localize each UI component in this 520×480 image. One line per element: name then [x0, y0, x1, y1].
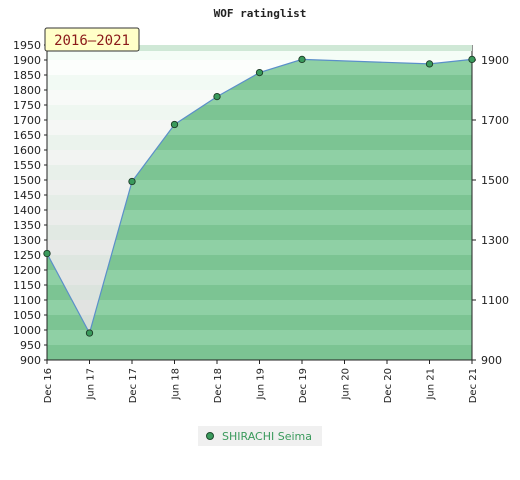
- area-band: [47, 165, 472, 180]
- y-left-tick-label: 1400: [13, 204, 41, 217]
- y-left-tick-label: 1450: [13, 189, 41, 202]
- area-band: [47, 270, 472, 285]
- area-band: [47, 300, 472, 315]
- y-left-tick-label: 1850: [13, 69, 41, 82]
- area-band: [47, 180, 472, 195]
- y-right-tick-label: 900: [481, 354, 502, 367]
- legend-box: [198, 426, 322, 446]
- legend-label: SHIRACHI Seima: [222, 430, 312, 443]
- y-axis-left-ticks: 900 950 1000 1050 1100 1150 1200 1250 1300 1350 14…: [13, 39, 47, 367]
- data-point: [255, 68, 264, 77]
- y-right-tick-label: 1100: [481, 294, 509, 307]
- x-tick-label: Jun 20: [341, 368, 352, 401]
- y-left-tick-label: 1200: [13, 264, 41, 277]
- area-band: [47, 240, 472, 255]
- y-left-tick-label: 1800: [13, 84, 41, 97]
- area-band: [47, 195, 472, 210]
- badge-box: [44, 27, 140, 52]
- area-bands: [47, 59, 472, 360]
- area-fill-group: [47, 59, 472, 360]
- data-point: [85, 329, 94, 337]
- y-left-tick-label: 1750: [13, 99, 41, 112]
- y-right-tick-label: 1900: [481, 54, 509, 67]
- badge-text: 2016–2021: [54, 33, 130, 49]
- legend-marker-icon: [206, 432, 214, 440]
- x-tick-label: Jun 19: [256, 368, 267, 401]
- y-left-tick-label: 1000: [13, 324, 41, 337]
- x-tick-label: Jun 21: [426, 368, 437, 401]
- data-point: [170, 120, 179, 129]
- y-left-tick-label: 1300: [13, 234, 41, 247]
- area-band: [47, 210, 472, 225]
- area-band: [47, 225, 472, 240]
- y-axis-right-ticks: 900 1100 1300 1500 1700 1900: [472, 54, 509, 367]
- area-band: [47, 345, 472, 360]
- x-tick-label: Dec 21: [468, 368, 479, 403]
- data-point: [43, 249, 51, 258]
- year-range-badge: 2016–2021: [44, 27, 140, 52]
- data-point: [468, 55, 476, 64]
- y-left-tick-label: 1700: [13, 114, 41, 127]
- y-left-tick-label: 1600: [13, 144, 41, 157]
- data-point: [298, 55, 306, 64]
- data-point: [128, 177, 136, 186]
- x-tick-label: Dec 19: [298, 368, 309, 403]
- y-left-tick-label: 1150: [13, 279, 41, 292]
- x-tick-label: Dec 17: [128, 368, 139, 403]
- y-left-tick-label: 1250: [13, 249, 41, 262]
- y-left-tick-label: 1350: [13, 219, 41, 232]
- area-band: [47, 315, 472, 330]
- y-left-tick-label: 900: [20, 354, 41, 367]
- x-tick-label: Jun 18: [171, 368, 182, 401]
- legend: SHIRACHI Seima: [198, 426, 322, 446]
- area-band: [47, 285, 472, 300]
- x-axis-ticks: Dec 16 Jun 17 Dec 17 Jun 18 Dec 18 Jun 19 Dec …: [43, 360, 479, 403]
- y-right-tick-label: 1300: [481, 234, 509, 247]
- y-right-tick-label: 1500: [481, 174, 509, 187]
- y-left-tick-label: 950: [20, 339, 41, 352]
- y-left-tick-label: 1500: [13, 174, 41, 187]
- y-right-tick-label: 1700: [481, 114, 509, 127]
- y-left-tick-label: 1900: [13, 54, 41, 67]
- data-point: [213, 92, 221, 101]
- y-left-tick-label: 1100: [13, 294, 41, 307]
- y-left-tick-label: 1950: [13, 39, 41, 52]
- x-tick-label: Jun 17: [86, 368, 97, 401]
- chart-title: WOF ratinglist: [214, 7, 307, 20]
- y-left-tick-label: 1550: [13, 159, 41, 172]
- x-tick-label: Dec 16: [43, 368, 54, 403]
- area-band: [47, 255, 472, 270]
- area-band: [47, 330, 472, 345]
- rating-area: [47, 59, 472, 360]
- y-left-tick-label: 1050: [13, 309, 41, 322]
- x-tick-label: Dec 18: [213, 368, 224, 403]
- data-point: [425, 60, 434, 68]
- y-left-tick-label: 1650: [13, 129, 41, 142]
- x-tick-label: Dec 20: [383, 368, 394, 403]
- data-points: [43, 55, 476, 337]
